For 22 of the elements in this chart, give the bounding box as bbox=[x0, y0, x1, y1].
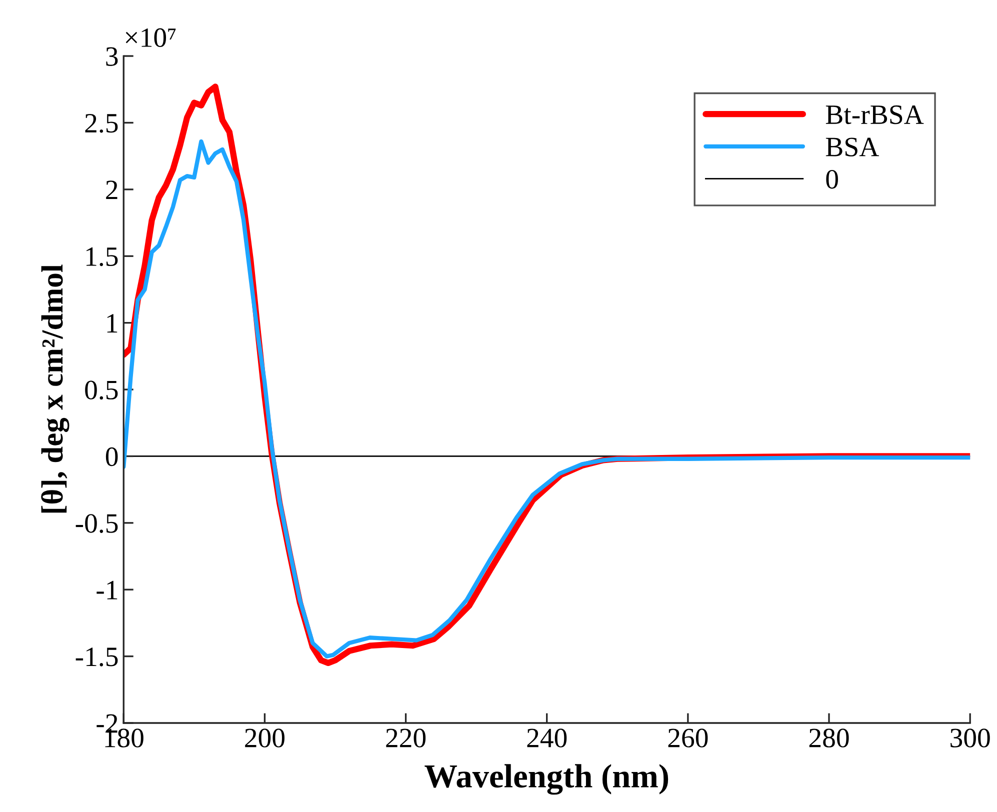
text: ×10⁷ bbox=[126, 28, 176, 48]
y-tick-label: 3 bbox=[106, 47, 118, 66]
x-tick-label: 260 bbox=[668, 728, 708, 748]
legend-label: 0 bbox=[826, 170, 838, 189]
x-tick-label: 240 bbox=[527, 728, 567, 748]
y-tick-label: 0.5 bbox=[85, 380, 118, 400]
y-tick-label: -0.5 bbox=[76, 514, 118, 533]
x-tick-label: 280 bbox=[809, 728, 849, 748]
y-tick-label: 2.5 bbox=[85, 114, 118, 133]
x-tick-label: 220 bbox=[386, 728, 426, 748]
y-axis-title: [θ], deg x cm²/dmol bbox=[41, 264, 70, 513]
y-tick-label: 0 bbox=[106, 447, 118, 466]
y-tick-label: 1.5 bbox=[86, 247, 118, 266]
x-axis-title: Wavelength (nm) bbox=[424, 764, 668, 795]
legend-label: Bt-rBSA bbox=[826, 105, 924, 124]
y-tick-label: 1 bbox=[107, 314, 118, 332]
x-tick-label: 300 bbox=[950, 728, 990, 748]
y-tick-label: -1.5 bbox=[76, 648, 118, 666]
legend-label: BSA bbox=[826, 138, 879, 156]
y-tick-label: 2 bbox=[106, 180, 118, 200]
y-tick-label: -1 bbox=[96, 580, 118, 600]
x-tick-label: 200 bbox=[245, 728, 284, 748]
